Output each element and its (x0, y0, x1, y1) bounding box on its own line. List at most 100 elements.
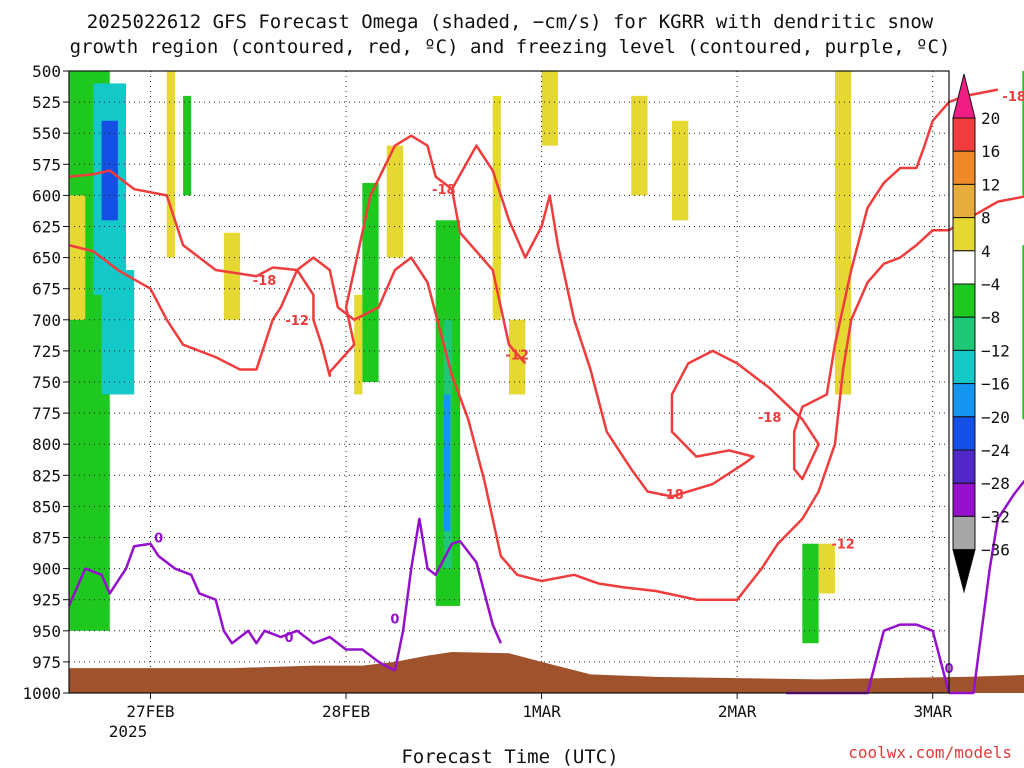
omega-shaded-region (183, 95, 192, 196)
colorbar-label: −32 (981, 507, 1010, 526)
chart-title-line-1: 2025022612 GFS Forecast Omega (shaded, −… (87, 11, 934, 33)
y-tick-label: 850 (32, 497, 61, 516)
colorbar-label: −16 (981, 375, 1010, 394)
y-tick-label: 500 (32, 62, 61, 81)
colorbar-swatch (952, 482, 976, 517)
y-tick-label: 875 (32, 529, 61, 548)
omega-shaded-region (834, 71, 852, 395)
colorbar-label: −20 (981, 408, 1010, 427)
colorbar-swatch (952, 416, 976, 451)
y-tick-label: 950 (32, 622, 61, 641)
colorbar-swatch (952, 183, 976, 219)
freezing-level-contour-line (393, 517, 502, 671)
dgz-contour-label: -18 (432, 183, 456, 198)
colorbar-label: −4 (981, 275, 1000, 294)
y-tick-label: 525 (32, 93, 61, 112)
y-tick-label: 675 (32, 280, 61, 299)
dgz-contour-line (68, 195, 1024, 601)
omega-shaded-region (631, 95, 648, 196)
y-tick-label: 775 (32, 404, 61, 423)
omega-shaded-region (386, 145, 404, 258)
colorbar-label: 4 (981, 242, 991, 261)
omega-shaded-region (101, 270, 135, 395)
y-tick-label: 550 (32, 124, 61, 143)
dgz-contour-line (450, 88, 999, 498)
freezing-level-label: 0 (154, 532, 163, 547)
dgz-contour-label: -18 (253, 274, 277, 289)
omega-shaded-region (443, 394, 451, 532)
colorbar-arrow-bottom (952, 549, 976, 594)
y-tick-label: 700 (32, 311, 61, 330)
y-tick-label: 725 (32, 342, 61, 361)
plot-area: -18-18-18-18-18-12-12-12-12-120000000 (67, 70, 1024, 695)
colorbar-label: 8 (981, 209, 991, 228)
x-axis-ticks: 27FEB28FEB1MAR2MAR3MAR4MAR5MAR6MAR (126, 693, 952, 721)
x-tick-label: 3MAR (913, 702, 952, 721)
omega-shaded-region (492, 95, 501, 320)
terrain-surface (69, 651, 1024, 693)
omega-shaded-region (354, 294, 363, 395)
omega-colorbar: 20 16 12 8 4 −4 −8 −12 −16 −20 −24 −28 −32 −36 (952, 73, 1010, 594)
colorbar-swatch (952, 217, 976, 252)
dgz-contour-label: -18 (1002, 90, 1024, 105)
dgz-contour-label: -12 (505, 349, 529, 364)
colorbar-swatch (952, 117, 976, 152)
y-tick-label: 975 (32, 653, 61, 672)
y-tick-label: 800 (32, 435, 61, 454)
colorbar-swatch (952, 316, 976, 351)
x-axis-label: Forecast Time (UTC) (401, 746, 618, 768)
omega-shaded-region (1022, 245, 1024, 420)
dgz-contour-label: -12 (285, 314, 309, 329)
x-tick-label: 2MAR (718, 702, 757, 721)
omega-shaded-region (166, 71, 175, 258)
y-axis-ticks: 500 525 550 575 600 625 650 675 700 725 750 775 800 8… (22, 62, 69, 703)
freezing-level-contour-line (67, 542, 396, 672)
colorbar-label: 20 (981, 109, 1000, 128)
y-tick-label: 925 (32, 591, 61, 610)
colorbar-swatch (952, 515, 976, 551)
freezing-level-label: 0 (390, 612, 399, 627)
y-tick-label: 600 (32, 186, 61, 205)
dgz-contour-label: -18 (758, 411, 782, 426)
colorbar-label: −28 (981, 474, 1010, 493)
freezing-level-label: 0 (284, 631, 293, 646)
omega-shaded-region (1022, 71, 1024, 196)
dgz-contour-label: -12 (831, 538, 855, 553)
freezing-level-contour-line (949, 479, 1024, 695)
credit-text: coolwx.com/models (848, 743, 1012, 762)
colorbar-label: −24 (981, 441, 1010, 460)
y-tick-label: 650 (32, 249, 61, 268)
colorbar-label: 16 (981, 142, 1000, 161)
colorbar-label: 12 (981, 175, 1000, 194)
omega-shaded-region (541, 71, 558, 146)
colorbar-swatch (952, 349, 976, 385)
colorbar-swatch (952, 283, 976, 318)
y-tick-label: 900 (32, 560, 61, 579)
colorbar-swatch (952, 250, 976, 285)
dgz-contour-label: -18 (660, 488, 684, 503)
colorbar-swatch (952, 449, 976, 484)
y-tick-label: 625 (32, 218, 61, 237)
colorbar-label: −12 (981, 341, 1010, 360)
omega-shaded-region (69, 195, 86, 320)
colorbar-swatch (952, 383, 976, 418)
y-tick-label: 750 (32, 373, 61, 392)
colorbar-arrow-top (952, 73, 976, 119)
x-tick-label: 27FEB (126, 702, 174, 721)
colorbar-swatch (952, 150, 976, 185)
omega-shaded-region (802, 543, 819, 644)
omega-shaded-region (362, 182, 379, 382)
x-tick-label: 1MAR (522, 702, 561, 721)
omega-shaded-region (671, 120, 689, 221)
omega-shaded-region (509, 319, 526, 395)
chart-title-line-2: growth region (contoured, red, ºC) and f… (70, 36, 951, 58)
y-tick-label: 1000 (22, 684, 61, 703)
y-tick-label: 825 (32, 466, 61, 485)
colorbar-label: −36 (981, 541, 1010, 560)
x-tick-label: 28FEB (322, 702, 370, 721)
x-year-label: 2025 (109, 722, 148, 741)
omega-shaded-region (818, 543, 835, 594)
colorbar-label: −8 (981, 308, 1000, 327)
dgz-contour-line (68, 134, 527, 378)
